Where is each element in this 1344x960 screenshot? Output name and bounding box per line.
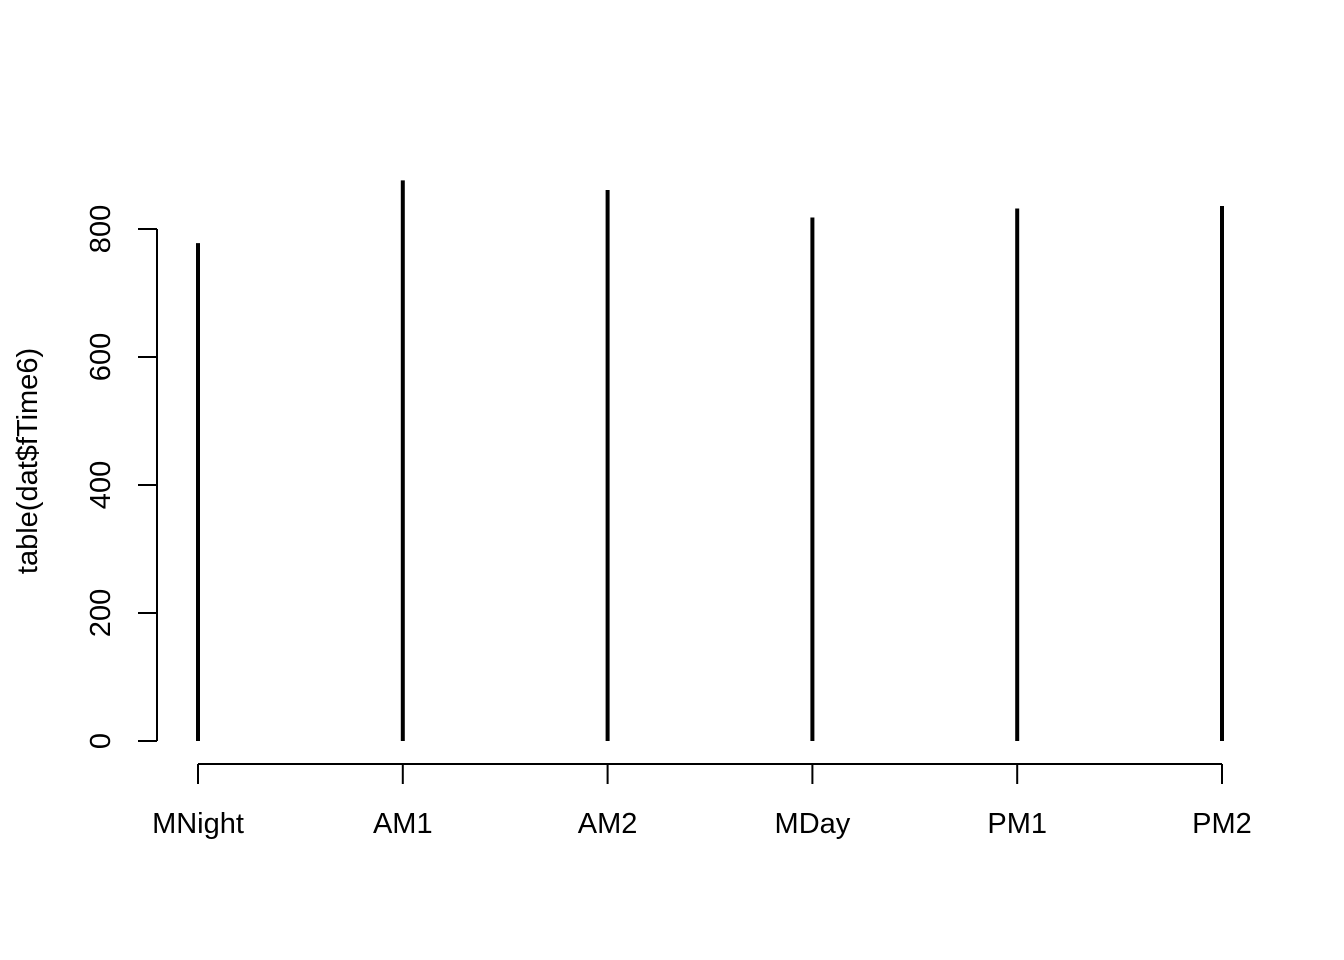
y-tick-label: 200 (85, 589, 117, 637)
y-tick-label: 800 (85, 205, 117, 253)
x-axis: MNight AM1 AM2 MDay PM1 PM2 (152, 763, 1252, 840)
x-tick-label: AM1 (373, 808, 433, 840)
y-tick-label: 600 (85, 333, 117, 381)
y-axis-label: table(dat$fTime6) (12, 348, 44, 574)
x-ticks: MNight AM1 AM2 MDay PM1 PM2 (152, 764, 1252, 840)
y-tick-label: 0 (85, 733, 117, 749)
x-tick-label: AM2 (578, 808, 638, 840)
x-tick-label: PM1 (987, 808, 1047, 840)
y-tick-label: 400 (85, 461, 117, 509)
x-tick-label: MNight (152, 808, 244, 840)
x-tick-label: PM2 (1192, 808, 1252, 840)
y-ticks: 0 200 400 600 800 (85, 205, 157, 749)
y-axis: 0 200 400 600 800 (85, 205, 158, 749)
bars (196, 180, 1224, 741)
x-tick-label: MDay (775, 808, 851, 840)
